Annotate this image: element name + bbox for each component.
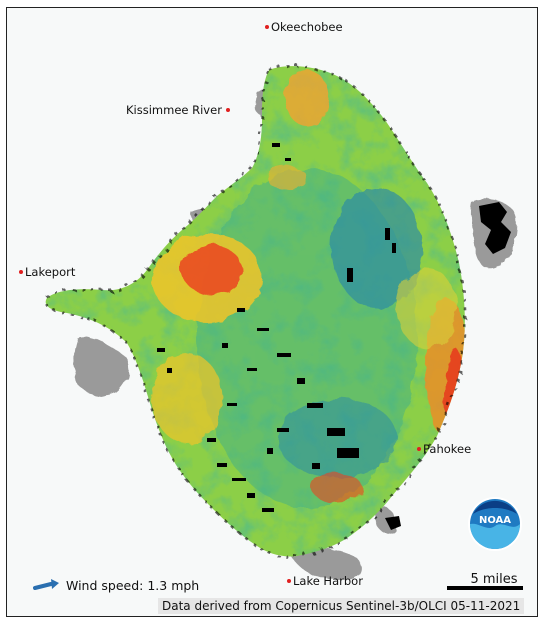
lake-okeechobee-map [33,64,518,590]
cloud-mask-pixels [157,143,396,512]
place-lakeport: Lakeport [19,265,75,279]
place-label: Kissimmee River [126,103,222,117]
place-dot-icon [19,269,23,274]
place-kissimmee-river: Kissimmee River [126,103,232,117]
place-dot-icon [287,578,291,583]
place-label: Okeechobee [271,20,343,34]
place-lake-harbor: Lake Harbor [287,574,363,588]
wind-arrow-icon [33,579,59,590]
place-dot-icon [225,107,230,112]
noaa-logo: NOAA [468,497,522,551]
place-label: Lakeport [25,265,76,279]
place-label: Lake Harbor [293,574,363,588]
place-okeechobee: Okeechobee [265,20,343,34]
place-label: Pahokee [423,442,472,456]
no-data-patches [385,202,511,530]
scale-label: 5 miles [470,572,518,587]
wind-speed-legend: Wind speed: 1.3 mph [33,578,199,593]
chlorophyll-field [45,66,465,557]
wind-speed-label: Wind speed: 1.3 mph [66,578,200,593]
place-dot-icon [265,24,269,29]
place-dot-icon [417,446,421,451]
data-credit: Data derived from Copernicus Sentinel-3b… [158,598,525,614]
map-frame: Okeechobee Kissimmee River Lakeport Paho… [6,7,538,617]
place-pahokee: Pahokee [417,442,471,456]
logo-text: NOAA [479,515,511,526]
scale-bar [447,586,523,590]
